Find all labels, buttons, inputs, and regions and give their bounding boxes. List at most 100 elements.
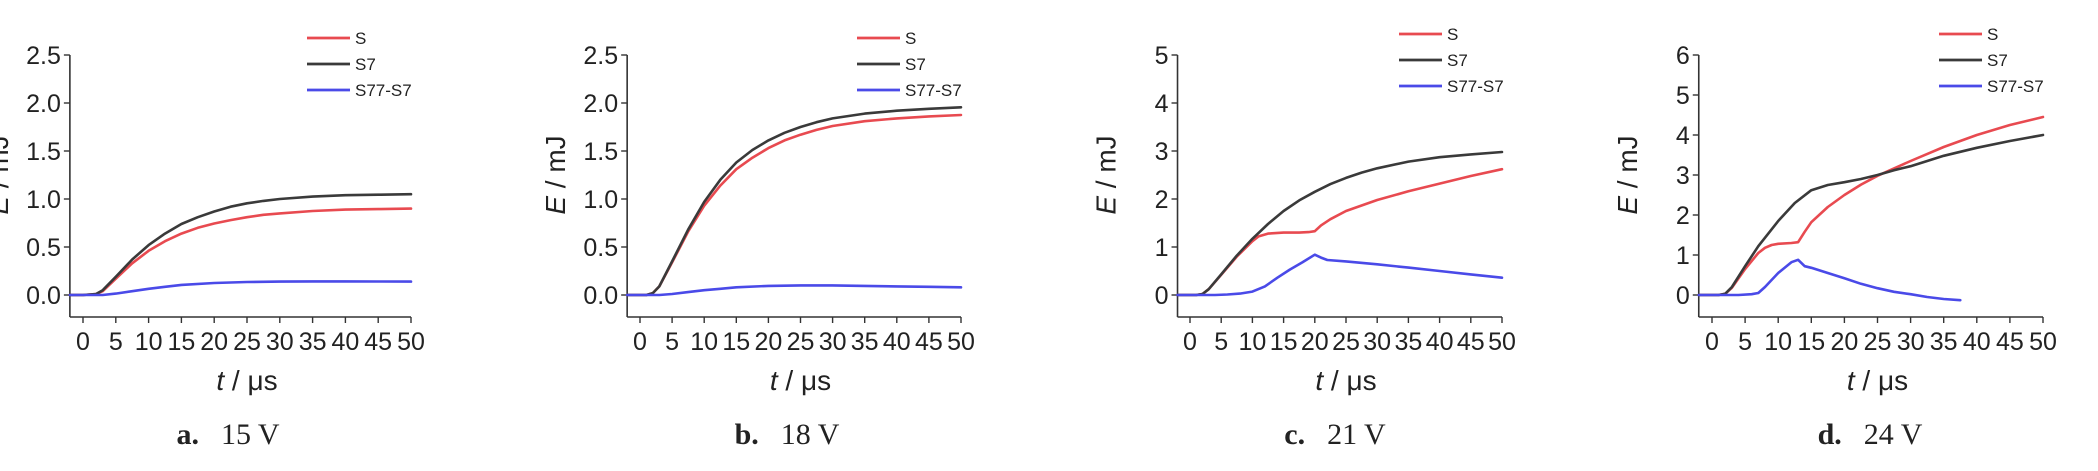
x-tick-label: 0 (633, 328, 647, 356)
x-axis-label: t / μs (1315, 365, 1376, 396)
y-tick-label: 2.5 (26, 42, 61, 70)
y-axis-label: E / mJ (1612, 135, 1643, 214)
y-tick-label: 0 (1676, 282, 1690, 310)
y-tick-label: 3 (1676, 162, 1690, 190)
x-tick-label: 10 (690, 328, 718, 356)
series-line-s (1176, 167, 1504, 297)
x-tick-label: 30 (1363, 328, 1391, 356)
x-tick-label: 35 (299, 328, 327, 356)
x-tick-label: 25 (787, 328, 815, 356)
y-tick-label: 5 (1155, 42, 1169, 70)
chart-panel-2: 0 5 10 15 20 25 30 35 40 45 50 0.0 0.5 1.0 1.5 2.0 2.5 t … (540, 29, 975, 451)
x-tick-label: 20 (1301, 328, 1329, 356)
y-tick-label: 3 (1155, 138, 1169, 166)
legend-label: S7 (1447, 51, 1468, 70)
x-tick-label: 45 (1457, 328, 1485, 356)
legend-label: S77-S7 (355, 81, 412, 100)
x-tick-label: 40 (1963, 328, 1991, 356)
y-tick-label: 0.5 (26, 234, 61, 262)
y-tick-label: 1.0 (26, 186, 61, 214)
legend: S S7 S77-S7 (1399, 25, 1504, 96)
x-tick-label: 50 (1488, 328, 1516, 356)
x-tick-label: 20 (200, 328, 228, 356)
y-tick-label: 4 (1155, 90, 1169, 118)
series-line-s7 (625, 106, 963, 297)
y-tick-label: 2.0 (583, 90, 618, 118)
x-tick-label: 50 (947, 328, 975, 356)
series-line-s (625, 113, 963, 297)
legend-label: S77-S7 (1987, 77, 2044, 96)
x-tick-label: 15 (1797, 328, 1825, 356)
series-line-s7 (68, 192, 413, 297)
chart-panel-1: 0 5 10 15 20 25 30 35 40 45 50 0.0 0.5 1.0 1.5 2.0 2.5 t … (0, 29, 425, 451)
series-line-s7 (1697, 133, 2045, 297)
series-line-s77-s7 (1176, 253, 1504, 297)
y-tick-label: 2 (1676, 202, 1690, 230)
y-tick-label: 1 (1155, 234, 1169, 262)
y-tick-label: 1.5 (26, 138, 61, 166)
y-tick-label: 0.0 (26, 282, 61, 310)
panel-caption: d. 24 V (1818, 418, 1923, 451)
legend: S S7 S77-S7 (857, 29, 962, 100)
y-tick-label: 1 (1676, 242, 1690, 270)
y-tick-label: 5 (1676, 82, 1690, 110)
legend: S S7 S77-S7 (1939, 25, 2044, 96)
legend-label: S77-S7 (1447, 77, 1504, 96)
x-tick-label: 0 (76, 328, 90, 356)
y-tick-label: 4 (1676, 122, 1690, 150)
x-tick-label: 20 (754, 328, 782, 356)
x-tick-label: 50 (397, 328, 425, 356)
y-tick-label: 2 (1155, 186, 1169, 214)
x-tick-label: 45 (364, 328, 392, 356)
x-axis-label: t / μs (770, 365, 831, 396)
legend-label: S (1447, 25, 1458, 44)
x-tick-label: 5 (665, 328, 679, 356)
x-tick-label: 5 (109, 328, 123, 356)
x-tick-label: 45 (1996, 328, 2024, 356)
x-tick-label: 30 (1897, 328, 1925, 356)
series-line-s7 (1176, 150, 1504, 297)
x-tick-label: 10 (135, 328, 163, 356)
x-tick-label: 30 (819, 328, 847, 356)
x-tick-label: 45 (915, 328, 943, 356)
y-tick-label: 0.5 (583, 234, 618, 262)
y-axis-label: E / mJ (0, 135, 14, 214)
x-tick-label: 20 (1830, 328, 1858, 356)
x-tick-label: 15 (167, 328, 195, 356)
panel-caption: a. 15 V (176, 418, 279, 451)
y-tick-label: 1.5 (583, 138, 618, 166)
x-tick-label: 40 (331, 328, 359, 356)
x-tick-label: 50 (2029, 328, 2057, 356)
legend: S S7 S77-S7 (307, 29, 412, 100)
x-tick-label: 10 (1238, 328, 1266, 356)
x-axis-label: t / μs (1847, 365, 1908, 396)
y-tick-label: 6 (1676, 42, 1690, 70)
x-tick-label: 35 (851, 328, 879, 356)
y-tick-label: 0 (1155, 282, 1169, 310)
legend-label: S (355, 29, 366, 48)
series-line-s77-s7 (68, 280, 413, 297)
panel-caption: c. 21 V (1284, 418, 1386, 451)
x-tick-label: 25 (233, 328, 261, 356)
x-tick-label: 35 (1394, 328, 1422, 356)
legend-label: S (1987, 25, 1998, 44)
legend-label: S7 (1987, 51, 2008, 70)
x-tick-label: 35 (1930, 328, 1958, 356)
series-line-s77-s7 (1697, 258, 1962, 302)
legend-label: S7 (905, 55, 926, 74)
x-tick-label: 0 (1183, 328, 1197, 356)
x-tick-label: 25 (1864, 328, 1892, 356)
legend-label: S7 (355, 55, 376, 74)
y-tick-label: 1.0 (583, 186, 618, 214)
x-tick-label: 15 (722, 328, 750, 356)
series-line-s77-s7 (625, 284, 963, 297)
x-tick-label: 0 (1705, 328, 1719, 356)
x-tick-label: 5 (1214, 328, 1228, 356)
panel-caption: b. 18 V (735, 418, 840, 451)
x-tick-label: 40 (883, 328, 911, 356)
y-axis-label: E / mJ (540, 135, 571, 214)
y-tick-label: 2.5 (583, 42, 618, 70)
